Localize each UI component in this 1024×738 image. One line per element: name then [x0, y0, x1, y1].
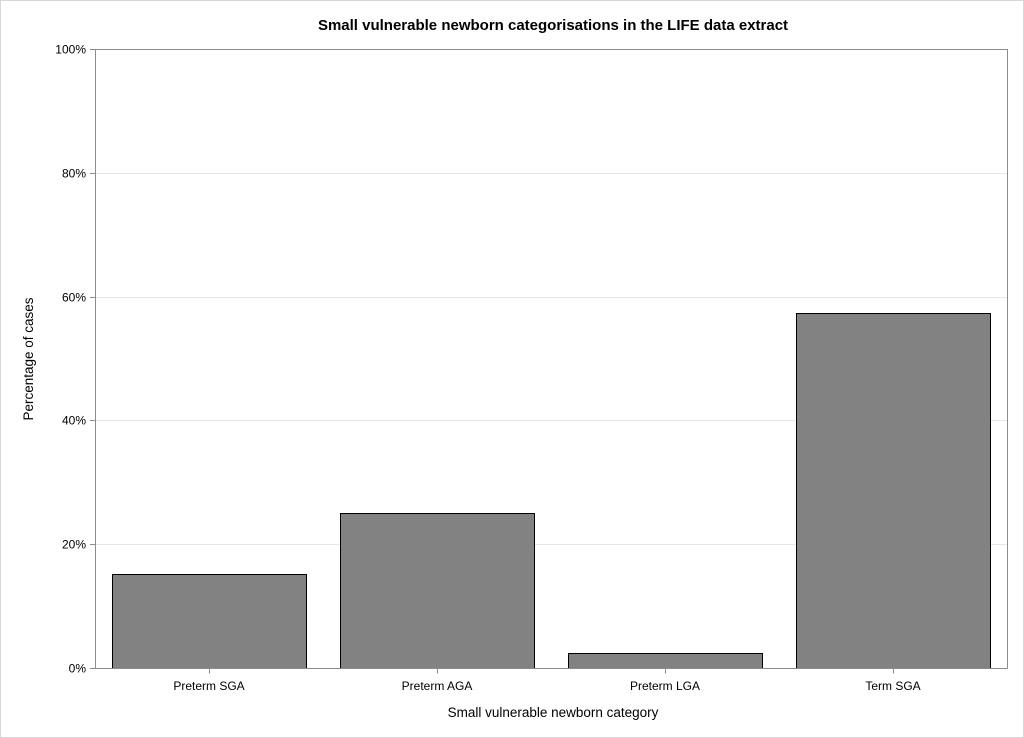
y-tick-label: 100%	[55, 43, 86, 57]
bar-preterm-lga	[568, 653, 763, 669]
x-tick-label: Preterm LGA	[630, 679, 700, 693]
bar-preterm-sga	[112, 574, 307, 669]
y-ticks: 0% 20% 40% 60% 80% 100%	[55, 43, 95, 676]
x-tick-label: Term SGA	[865, 679, 920, 693]
bar-preterm-aga	[340, 513, 535, 669]
x-tick-label: Preterm SGA	[173, 679, 244, 693]
y-tick-label: 0%	[69, 662, 87, 676]
x-axis-label: Small vulnerable newborn category	[448, 705, 659, 720]
x-ticks: Preterm SGA Preterm AGA Preterm LGA Term SG…	[173, 668, 921, 693]
y-axis-label: Percentage of cases	[21, 297, 36, 420]
chart-title: Small vulnerable newborn categorisations…	[318, 17, 788, 34]
y-tick-label: 80%	[62, 167, 86, 181]
bar-term-sga	[796, 313, 991, 669]
x-tick-label: Preterm AGA	[402, 679, 473, 693]
y-tick-label: 40%	[62, 414, 86, 428]
bars	[112, 313, 991, 669]
axes	[95, 49, 1008, 669]
y-tick-label: 60%	[62, 291, 86, 305]
y-tick-label: 20%	[62, 538, 86, 552]
